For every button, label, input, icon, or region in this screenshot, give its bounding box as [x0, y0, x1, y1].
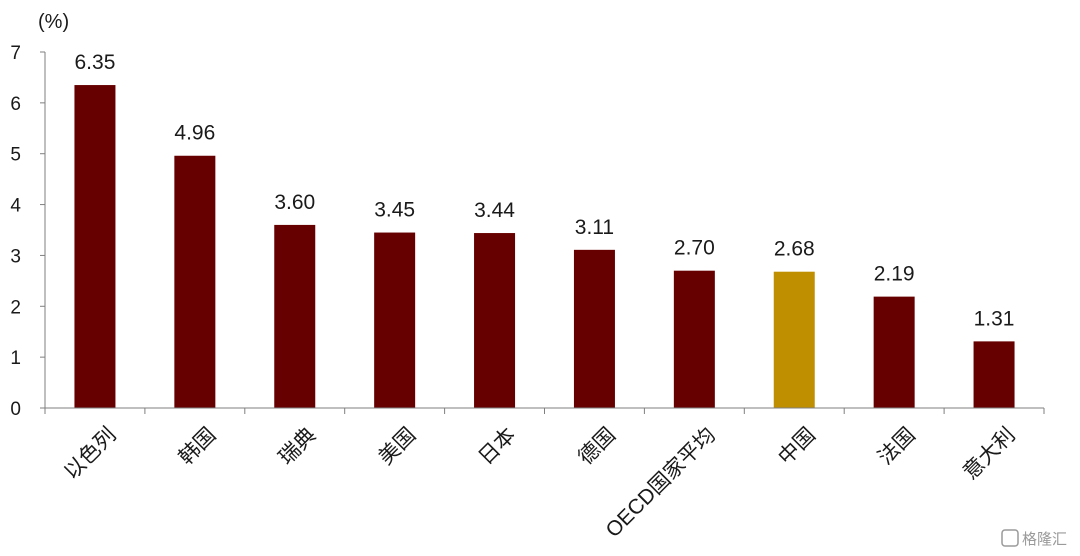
y-tick-label: 3 [10, 246, 21, 267]
x-tick-label: 意大利 [959, 423, 1020, 484]
data-label: 3.45 [374, 199, 415, 222]
y-tick-label: 7 [10, 43, 21, 64]
bar [573, 249, 615, 408]
x-tick-label: 韩国 [175, 423, 221, 469]
x-tick-label: 美国 [374, 423, 420, 469]
bar [174, 155, 216, 408]
x-tick-label: OECD国家平均 [601, 423, 720, 542]
data-label: 3.11 [575, 216, 614, 239]
data-label: 2.70 [674, 237, 715, 260]
bar [673, 270, 715, 408]
bar [973, 341, 1015, 408]
y-tick-label: 5 [10, 145, 21, 166]
x-tick-label: 德国 [574, 423, 620, 469]
data-label: 3.44 [474, 199, 515, 222]
y-tick-label: 1 [10, 348, 21, 369]
data-label: 6.35 [75, 51, 116, 74]
watermark-logo-icon [1001, 529, 1019, 547]
bar [374, 232, 416, 408]
watermark-text: 格隆汇 [1022, 531, 1067, 548]
x-tick-label: 以色列 [60, 423, 121, 484]
data-label: 2.68 [774, 238, 815, 261]
y-axis-label: (%) [38, 11, 69, 33]
bar [474, 233, 516, 408]
watermark: 格隆汇 [1001, 529, 1067, 548]
x-tick-label: 瑞典 [275, 423, 321, 469]
y-tick-label: 4 [10, 196, 21, 217]
data-label: 3.60 [274, 191, 315, 214]
y-tick-label: 6 [10, 94, 21, 115]
y-axis: 0 1 2 3 4 5 6 7 [10, 43, 46, 420]
y-tick-label: 0 [10, 399, 21, 420]
y-tick-label: 2 [10, 297, 21, 318]
data-label: 2.19 [874, 263, 915, 286]
x-tick-label: 中国 [774, 423, 820, 469]
bar [274, 224, 316, 408]
bars: 6.35 4.96 3.60 3.45 3.44 3.11 2.70 2.68 2.19 1.31 [74, 51, 1015, 409]
data-label: 1.31 [974, 307, 1015, 330]
bar [873, 296, 915, 408]
x-tick-label: 法国 [874, 423, 920, 469]
bar [773, 271, 815, 408]
data-label: 4.96 [174, 122, 215, 145]
bar [74, 85, 116, 409]
x-tick-label: 日本 [474, 423, 520, 469]
